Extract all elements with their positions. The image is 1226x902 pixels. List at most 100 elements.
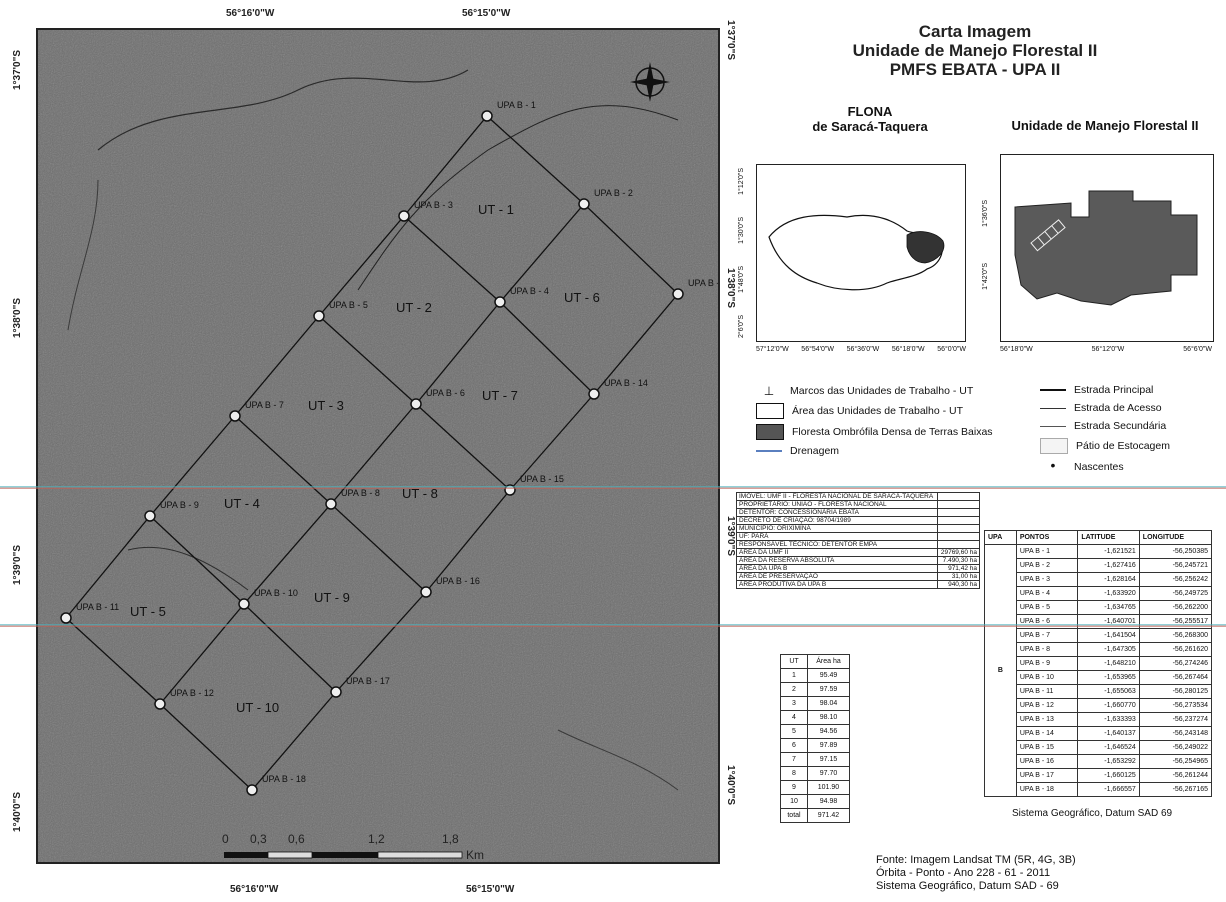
table-cell: ÁREA PRODUTIVA DA UPA B [735, 580, 939, 589]
table-row: DECRETO DE CRIAÇÃO: 98704/1989 [735, 516, 980, 525]
table-cell: -56,274246 [1138, 656, 1213, 671]
table-cell: -1,641504 [1077, 628, 1140, 643]
upa-marker[interactable] [313, 310, 325, 322]
upa-marker[interactable] [420, 586, 432, 598]
table-cell: UPA B - 8 [1015, 642, 1079, 657]
table-cell: 940,30 ha [937, 580, 980, 589]
ut-boundary-line [583, 203, 679, 295]
upa-marker[interactable] [229, 410, 241, 422]
table-cell [937, 500, 980, 509]
source-line-3: Sistema Geográfico, Datum SAD - 69 [876, 880, 1059, 892]
upa-marker[interactable] [238, 598, 250, 610]
table-cell: RESPONSÁVEL TÉCNICO: DETENTOR EMPA [735, 540, 939, 549]
inset-flona-map[interactable] [756, 164, 966, 342]
source-note: Fonte: Imagem Landsat TM (5R, 4G, 3B) Ór… [876, 854, 1076, 893]
table-row: UPA B - 3 -1,628164 -56,256242 [985, 572, 1213, 587]
table-cell: ÁREA DA RESERVA ABSOLUTA [735, 556, 939, 565]
table-row: DETENTOR: CONCESSIONÁRIA EBATA [735, 508, 980, 517]
upa-marker[interactable] [325, 498, 337, 510]
table-row: RESPONSÁVEL TÉCNICO: DETENTOR EMPA [735, 540, 980, 549]
upa-marker[interactable] [494, 296, 506, 308]
left-tick-2: 1°38'0"S [12, 297, 23, 338]
table-row: IMÓVEL: UMF II - FLORESTA NACIONAL DE SA… [735, 492, 980, 501]
upa-marker[interactable] [578, 198, 590, 210]
left-tick-1: 1°37'0"S [12, 49, 23, 90]
upa-marker[interactable] [144, 510, 156, 522]
table-cell: -1,648210 [1077, 656, 1140, 671]
upa-marker[interactable] [481, 110, 493, 122]
upa-marker[interactable] [398, 210, 410, 222]
flona-x-tick: 56°54'0"W [801, 346, 834, 353]
scale-label-3: 1,2 [368, 832, 385, 846]
table-cell: UPA B - 3 [1015, 572, 1079, 587]
table-cell [937, 516, 980, 525]
table-cell: 94.56 [806, 724, 851, 739]
ut-label: UT - 4 [224, 496, 260, 511]
table-cell: UPA B - 13 [1015, 712, 1079, 727]
coordinates-table: UPA PONTOS LATITUDE LONGITUDE B UPA B - 1 -1,6… [984, 530, 1213, 797]
drainage-line [127, 546, 249, 591]
table-cell: ÁREA DA UPA B [735, 564, 939, 573]
upa-marker[interactable] [154, 698, 166, 710]
ut-boundary-line [65, 617, 161, 705]
upa-point-label: UPA B - 2 [594, 188, 633, 198]
table-row: 5 94.56 [780, 724, 851, 739]
inset-umf-map[interactable] [1000, 154, 1214, 342]
table-cell: -56,237274 [1138, 712, 1213, 727]
table-cell: -56,261244 [1138, 768, 1213, 783]
table-header: Área ha [806, 654, 851, 669]
table-cell [937, 492, 980, 501]
table-cell: DETENTOR: CONCESSIONÁRIA EBATA [735, 508, 939, 517]
scale-label-2: 0,6 [288, 832, 305, 846]
scan-artifact-stripe [0, 624, 1226, 627]
table-cell: 4 [780, 710, 808, 725]
table-row: ÁREA DA UPA B 971,42 ha [735, 564, 980, 573]
table-cell: -56,249022 [1138, 740, 1213, 755]
legend-label: Estrada Principal [1074, 384, 1154, 396]
table-row: UPA B - 18 -1,666557 -56,267165 [985, 782, 1213, 797]
upa-point-label: UPA B - 16 [436, 576, 480, 586]
left-tick-4: 1°40'0"S [12, 791, 23, 832]
upa-point-label: UPA B - 18 [262, 774, 306, 784]
table-cell: UPA B - 4 [1015, 586, 1079, 601]
table-header: PONTOS [1015, 530, 1079, 545]
main-map[interactable]: UPA B - 1 UPA B - 2 UPA B - 3 UPA B - 4 UPA … [36, 28, 720, 864]
upa-marker[interactable] [410, 398, 422, 410]
ut-boundary-line [415, 403, 511, 491]
upa-marker[interactable] [588, 388, 600, 400]
table-cell: 97.15 [806, 752, 851, 767]
source-line-2: Órbita - Ponto - Ano 228 - 61 - 2011 [876, 867, 1051, 879]
legend-item: Estrada de Acesso [1040, 402, 1170, 414]
ut-label: UT - 3 [308, 398, 344, 413]
bottom-tick-1: 56°16'0"W [230, 884, 279, 895]
ut-label: UT - 5 [130, 604, 166, 619]
table-cell: 7.490,30 ha [937, 556, 980, 565]
table-cell: ÁREA DE PRESERVAÇÃO [735, 572, 939, 581]
upa-marker[interactable] [246, 784, 258, 796]
table-row: PROPRIETÁRIO: UNIÃO - FLORESTA NACIONAL [735, 500, 980, 509]
dot: • [1050, 457, 1056, 473]
upa-marker[interactable] [60, 612, 72, 624]
upa-point-label: UPA B - 11 [76, 602, 120, 612]
table-cell [937, 532, 980, 541]
table-row: 7 97.15 [780, 752, 851, 767]
table-cell: -56,268300 [1138, 628, 1213, 643]
table-header: UPA [984, 530, 1017, 545]
legend-label: Nascentes [1074, 461, 1124, 473]
dark-fill-box [756, 424, 784, 440]
property-info-table: IMÓVEL: UMF II - FLORESTA NACIONAL DE SA… [735, 492, 980, 589]
upa-point-label: UPA B - 17 [346, 676, 390, 686]
upa-point-label: UPA B - 13 [688, 278, 720, 288]
table-cell: 971,42 ha [937, 564, 980, 573]
ut-boundary-line [486, 115, 585, 205]
line [1040, 407, 1066, 409]
top-tick-2: 56°15'0"W [462, 8, 511, 19]
table-row: UPA B - 10 -1,653965 -56,267464 [985, 670, 1213, 685]
legend-label: Floresta Ombrófila Densa de Terras Baixa… [792, 426, 993, 438]
table-row: 9 101.90 [780, 780, 851, 795]
ut-boundary-line [159, 603, 245, 705]
upa-marker[interactable] [672, 288, 684, 300]
table-cell: 6 [780, 738, 808, 753]
upa-marker[interactable] [330, 686, 342, 698]
table-cell: -56,256242 [1138, 572, 1213, 587]
